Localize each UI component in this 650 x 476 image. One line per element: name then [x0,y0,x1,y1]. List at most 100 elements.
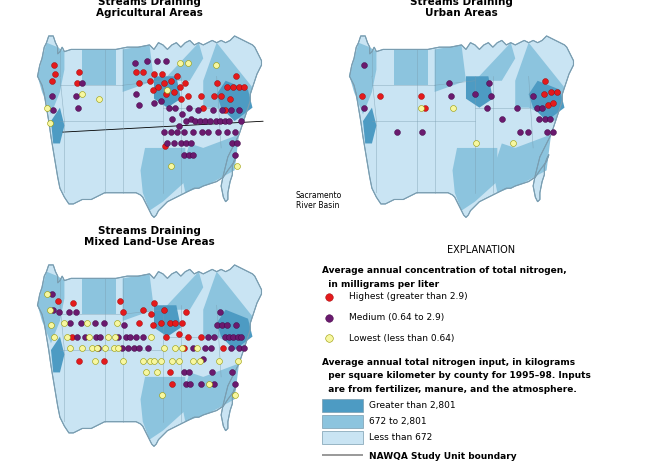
Point [222,129,232,137]
Point [166,357,177,365]
Point [233,333,243,341]
Point [148,322,158,329]
Point [177,320,187,327]
Text: EXPLANATION: EXPLANATION [447,245,515,255]
Point [192,107,203,114]
Point [49,333,60,341]
Point [551,89,562,97]
Point [77,80,88,88]
Point [53,298,63,305]
Point [197,129,207,137]
Point [118,357,128,365]
Point [95,333,105,341]
Text: in milligrams per liter: in milligrams per liter [322,279,439,288]
Point [207,369,217,377]
Point [110,333,120,341]
Point [183,60,193,68]
Point [103,333,113,341]
Point [159,129,169,137]
Polygon shape [475,44,515,86]
Point [231,163,242,170]
Point [70,308,81,316]
Point [470,91,480,99]
Point [196,93,206,101]
Point [179,129,189,137]
Text: Average annual concentration of total nitrogen,: Average annual concentration of total ni… [322,266,567,274]
Point [47,93,57,101]
Point [118,308,128,316]
Text: are from fertilizer, manure, and the atmosphere.: are from fertilizer, manure, and the atm… [322,384,577,393]
Point [169,89,179,97]
Polygon shape [528,81,564,122]
Polygon shape [154,77,181,109]
Point [67,333,77,341]
Title: Streams Draining
Urban Areas: Streams Draining Urban Areas [410,0,513,18]
Point [540,78,551,85]
Point [98,320,109,327]
Polygon shape [203,44,252,122]
Point [42,105,52,112]
Point [539,91,549,99]
Point [123,344,133,352]
Point [191,344,202,352]
Point [226,107,237,114]
Point [153,85,164,92]
Point [62,333,72,341]
Point [374,93,385,101]
Point [357,93,367,101]
Point [166,116,177,123]
Point [446,93,456,101]
Point [87,344,98,352]
Point [155,320,166,327]
Point [79,333,90,341]
Polygon shape [83,50,116,86]
Point [159,306,169,314]
Point [144,78,155,85]
Point [50,71,60,79]
Point [534,116,544,123]
Point [484,80,495,88]
Point [214,357,224,365]
Point [229,380,240,387]
Point [224,118,234,126]
Point [324,314,334,322]
Text: Highest (greater than 2.9): Highest (greater than 2.9) [349,292,468,301]
Point [209,93,220,101]
Point [90,333,101,341]
Point [134,320,144,327]
Point [115,298,125,305]
Polygon shape [123,274,154,321]
Point [129,344,139,352]
Point [166,129,176,137]
Polygon shape [163,44,203,86]
Point [130,60,140,68]
Point [166,380,177,387]
Polygon shape [51,337,64,373]
Point [163,105,174,112]
Point [172,73,183,81]
Point [161,58,172,65]
Point [359,105,369,112]
Point [217,107,228,114]
Bar [322,399,363,412]
Point [152,369,162,377]
Point [540,116,551,123]
Point [175,85,185,92]
Point [195,357,205,365]
Point [65,320,75,327]
Point [528,93,538,101]
Point [99,344,110,352]
Point [162,140,173,148]
Point [239,85,249,92]
Point [537,105,547,112]
Point [229,391,240,399]
Polygon shape [363,109,376,144]
Point [144,357,155,365]
Point [92,344,102,352]
Point [118,322,129,329]
Point [215,118,226,126]
Point [190,118,201,126]
Point [324,294,334,301]
Point [541,129,552,137]
Point [523,129,533,137]
